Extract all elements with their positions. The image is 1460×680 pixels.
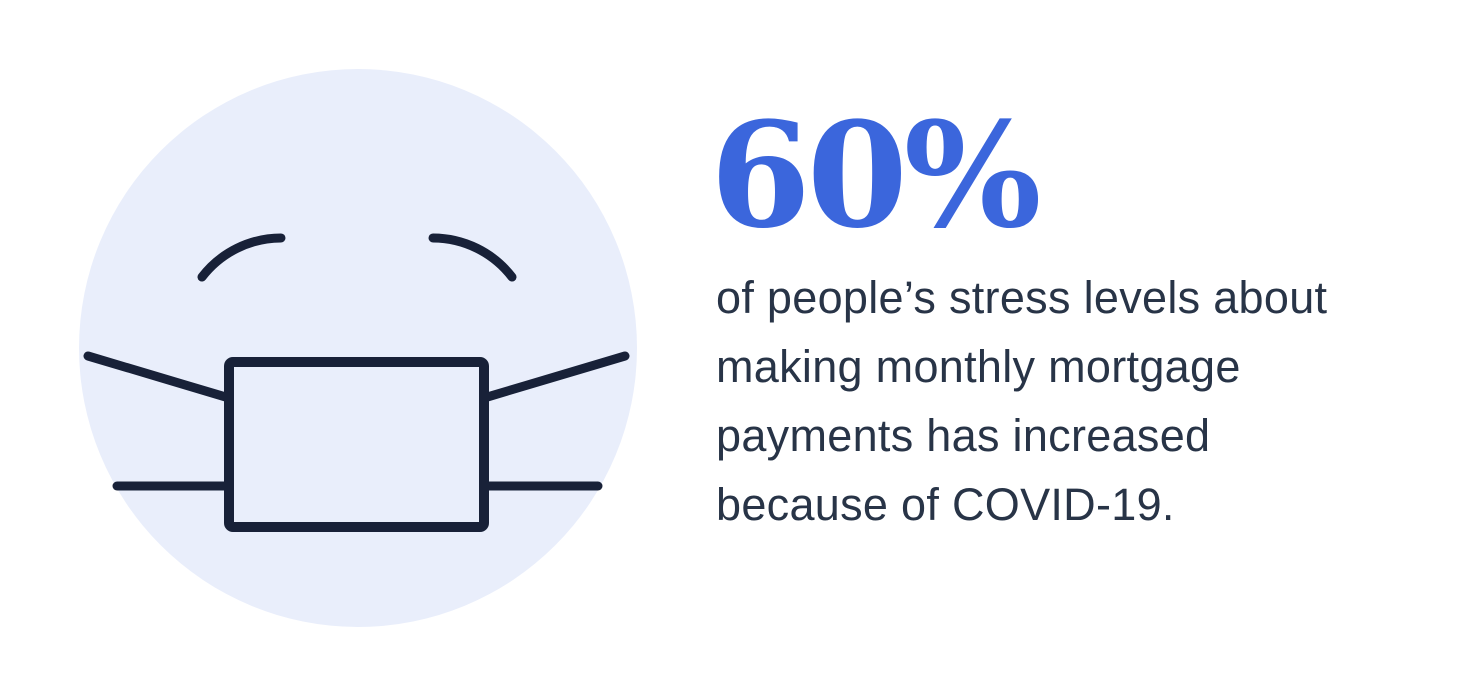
masked-face-illustration [79,69,637,627]
right-eye [428,233,517,282]
left-eye [197,233,286,282]
mask-rectangle [224,357,489,532]
mask-strap-upper-right [479,351,630,403]
face-circle [79,69,637,627]
stat-description: of people’s stress levels about making m… [716,272,1328,530]
stat-value: 60% [710,91,1042,261]
mask-strap-upper-left [83,351,234,403]
